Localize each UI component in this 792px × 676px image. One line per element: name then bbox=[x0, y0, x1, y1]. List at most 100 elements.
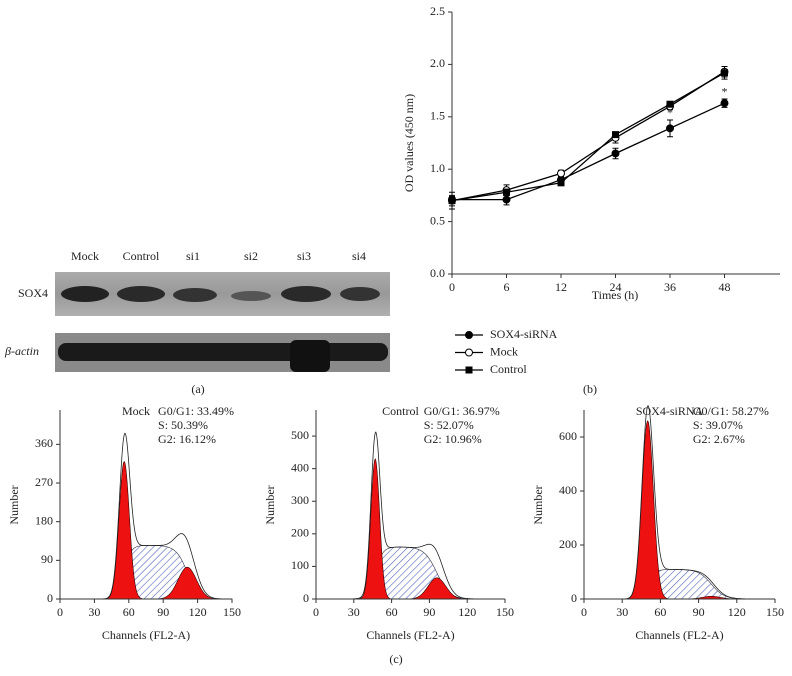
s-phase bbox=[584, 569, 776, 600]
blot-sox4 bbox=[55, 272, 390, 316]
lane-label: si4 bbox=[352, 249, 366, 263]
x-axis-label: Times (h) bbox=[592, 288, 639, 302]
x-tick-label: 60 bbox=[123, 605, 135, 619]
annotation: G0/G1: 33.49% bbox=[158, 404, 234, 418]
marker bbox=[721, 69, 728, 77]
x-tick-label: 150 bbox=[766, 605, 784, 619]
series-line bbox=[451, 72, 725, 202]
annotation: G0/G1: 58.27% bbox=[693, 404, 769, 418]
point-label: * bbox=[667, 106, 673, 120]
x-tick-label: 0 bbox=[313, 605, 319, 619]
row-label: SOX4 bbox=[18, 286, 48, 300]
legend-label: Mock bbox=[490, 344, 518, 358]
marker bbox=[666, 100, 674, 108]
lane-label: si3 bbox=[297, 249, 311, 263]
y-tick-label: 0 bbox=[571, 591, 577, 605]
y-tick-label: 180 bbox=[35, 513, 53, 527]
marker bbox=[611, 149, 620, 158]
marker bbox=[557, 179, 565, 187]
lane-label: Control bbox=[123, 249, 160, 263]
y-axis-label: Number bbox=[531, 485, 545, 524]
s-phase bbox=[60, 545, 233, 600]
x-axis-label: Channels (FL2-A) bbox=[366, 628, 454, 642]
panel-label: (c) bbox=[389, 652, 402, 666]
annotation: G2: 16.12% bbox=[158, 432, 216, 446]
x-tick-label: 90 bbox=[157, 605, 169, 619]
annotation: S: 39.07% bbox=[693, 418, 743, 432]
y-tick-label: 200 bbox=[559, 537, 577, 551]
marker bbox=[465, 348, 473, 357]
y-tick-label: 0 bbox=[303, 591, 309, 605]
annotation: G0/G1: 36.97% bbox=[424, 404, 500, 418]
y-tick-label: 1.5 bbox=[430, 109, 445, 123]
x-axis-label: Channels (FL2-A) bbox=[635, 628, 723, 642]
x-tick-label: 0 bbox=[581, 605, 587, 619]
x-tick-label: 30 bbox=[616, 605, 628, 619]
x-tick-label: 120 bbox=[728, 605, 746, 619]
annotation: S: 52.07% bbox=[424, 418, 474, 432]
x-tick-label: 120 bbox=[458, 605, 476, 619]
s-phase bbox=[316, 546, 506, 600]
x-tick-label: 30 bbox=[88, 605, 100, 619]
x-tick-label: 30 bbox=[348, 605, 360, 619]
x-tick-label: 60 bbox=[386, 605, 398, 619]
y-axis-label: OD values (450 nm) bbox=[402, 94, 416, 192]
y-tick-label: 400 bbox=[291, 460, 309, 474]
marker bbox=[465, 366, 473, 374]
chart-title: Mock bbox=[122, 404, 150, 418]
x-tick-label: 90 bbox=[423, 605, 435, 619]
x-tick-label: 24 bbox=[610, 280, 622, 294]
chart-title: Control bbox=[382, 404, 419, 418]
y-tick-label: 300 bbox=[291, 493, 309, 507]
x-tick-label: 60 bbox=[654, 605, 666, 619]
marker bbox=[502, 195, 511, 204]
x-tick-label: 0 bbox=[57, 605, 63, 619]
legend-label: Control bbox=[490, 362, 527, 376]
marker bbox=[612, 131, 619, 139]
x-tick-label: 48 bbox=[719, 280, 731, 294]
annotation: G2: 10.96% bbox=[424, 432, 482, 446]
lane-label: si2 bbox=[244, 249, 258, 263]
y-tick-label: 500 bbox=[291, 428, 309, 442]
annotation: G2: 2.67% bbox=[693, 432, 745, 446]
y-tick-label: 200 bbox=[291, 526, 309, 540]
x-tick-label: 12 bbox=[555, 280, 567, 294]
x-tick-label: 150 bbox=[496, 605, 514, 619]
y-tick-label: 600 bbox=[559, 429, 577, 443]
y-tick-label: 0 bbox=[47, 591, 53, 605]
x-tick-label: 0 bbox=[449, 280, 455, 294]
y-tick-label: 360 bbox=[35, 436, 53, 450]
chart-title: SOX4-siRNA bbox=[636, 404, 704, 418]
x-tick-label: 150 bbox=[223, 605, 241, 619]
row-label: β-actin bbox=[4, 344, 39, 358]
y-tick-label: 1.0 bbox=[430, 161, 445, 175]
y-tick-label: 400 bbox=[559, 483, 577, 497]
marker bbox=[503, 188, 510, 196]
annotation: S: 50.39% bbox=[158, 418, 208, 432]
y-tick-label: 0.0 bbox=[430, 266, 445, 280]
y-tick-label: 90 bbox=[41, 552, 53, 566]
y-tick-label: 2.0 bbox=[430, 56, 445, 70]
marker bbox=[666, 124, 674, 133]
marker bbox=[557, 169, 565, 178]
legend-label: SOX4-siRNA bbox=[490, 327, 558, 341]
marker bbox=[465, 331, 473, 339]
point-label: * bbox=[722, 85, 728, 99]
x-tick-label: 120 bbox=[189, 605, 207, 619]
marker bbox=[720, 99, 729, 108]
y-tick-label: 2.5 bbox=[430, 4, 445, 18]
x-tick-label: 90 bbox=[693, 605, 705, 619]
marker bbox=[448, 197, 456, 205]
panel-label: (a) bbox=[191, 382, 204, 396]
x-tick-label: 6 bbox=[504, 280, 510, 294]
series-line bbox=[451, 71, 725, 202]
y-tick-label: 0.5 bbox=[430, 213, 445, 227]
y-axis-label: Number bbox=[7, 485, 21, 524]
panel-label: (b) bbox=[583, 382, 597, 396]
y-tick-label: 100 bbox=[291, 558, 309, 572]
y-axis-label: Number bbox=[263, 485, 277, 524]
western-blot bbox=[55, 272, 390, 372]
lane-label: Mock bbox=[71, 249, 99, 263]
y-tick-label: 270 bbox=[35, 475, 53, 489]
